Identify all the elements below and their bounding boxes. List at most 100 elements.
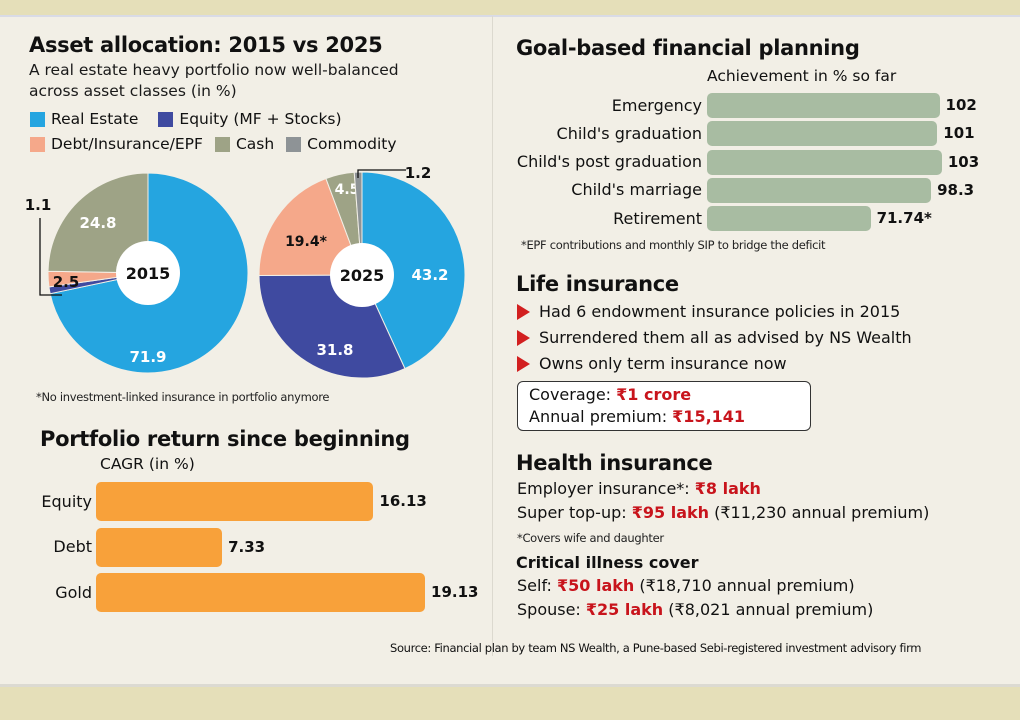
- pie-value-label: 4.5: [335, 182, 360, 198]
- pie-center-hole: [330, 243, 394, 307]
- topup-value: ₹95 lakh: [631, 503, 710, 522]
- bar-value-label: 103: [947, 152, 980, 171]
- legend-label: Cash: [235, 135, 275, 153]
- bullet-text: Had 6 endowment insurance policies in 20…: [539, 302, 901, 321]
- goal-axis-label: Achievement in % so far: [707, 67, 897, 85]
- legend-swatch-equity: [158, 111, 174, 127]
- asset-allocation-subtitle-2: across asset classes (in %): [29, 82, 237, 100]
- critical-illness-title: Critical illness cover: [516, 553, 699, 572]
- bar-child-s-graduation: [707, 121, 938, 147]
- pie-charts: 71.9 1.1 2.5 24.8 2015 43.2 31.8 19.4* 4.5 1.2 20…: [25, 164, 466, 379]
- pie-center-label: 2025: [340, 266, 385, 285]
- pie-value-label: 19.4*: [285, 234, 328, 250]
- bar-emergency: [707, 93, 940, 118]
- life-bullet-2: Surrendered them all as advised by NS We…: [517, 328, 912, 347]
- pie-value-label: 1.1: [25, 196, 52, 214]
- callout-line: [39, 218, 62, 296]
- callout-line: [357, 169, 406, 178]
- spouse-cover-line: Spouse: ₹25 lakh (₹8,021 annual premium): [517, 600, 873, 619]
- legend-label: Real Estate: [51, 110, 139, 128]
- pie-value-label: 43.2: [411, 266, 448, 284]
- bottom-border: [0, 684, 1020, 687]
- legend-item-debt: Debt/Insurance/EPF: [30, 135, 203, 153]
- bar-gold: [96, 573, 426, 612]
- coverage-value: ₹1 crore: [616, 385, 692, 404]
- legend-label: Commodity: [307, 135, 397, 153]
- coverage-line: Coverage: ₹1 crore: [529, 385, 691, 404]
- bar-category-label: Child's post graduation: [516, 152, 702, 172]
- bullet-text: Owns only term insurance now: [539, 354, 787, 373]
- topup-premium: (₹11,230 annual premium): [709, 503, 930, 522]
- legend-swatch-real-estate: [30, 111, 45, 127]
- asset-allocation-footnote: *No investment-linked insurance in portf…: [36, 390, 330, 404]
- bar-debt: [96, 527, 223, 567]
- bar-value-label: 98.3: [937, 180, 975, 199]
- goal-footnote: *EPF contributions and monthly SIP to br…: [521, 238, 826, 252]
- source-note: Source: Financial plan by team NS Wealth…: [390, 641, 922, 655]
- bar-category-label: Child's graduation: [556, 123, 702, 143]
- super-topup-line: Super top-up: ₹95 lakh (₹11,230 annual p…: [517, 503, 929, 522]
- legend-swatch-debt: [30, 136, 45, 152]
- pie-value-label: 1.2: [405, 164, 432, 182]
- bar-value-label: 101: [943, 124, 975, 143]
- pie-center-hole: [116, 241, 180, 305]
- spouse-premium: (₹8,021 annual premium): [663, 600, 874, 619]
- legend-label: Equity (MF + Stocks): [179, 110, 342, 128]
- health-footnote: *Covers wife and daughter: [517, 531, 664, 545]
- premium-line: Annual premium: ₹15,141: [529, 407, 745, 426]
- legend-item-real-estate: Real Estate: [30, 110, 138, 128]
- life-bullet-1: Had 6 endowment insurance policies in 20…: [517, 302, 900, 321]
- top-border: [0, 15, 1020, 17]
- bar-category-label: Emergency: [611, 95, 702, 115]
- portfolio-return-title: Portfolio return since beginning: [40, 427, 410, 451]
- legend-item-equity: Equity (MF + Stocks): [158, 110, 342, 128]
- employer-label: Employer insurance*:: [517, 479, 695, 498]
- asset-allocation-title: Asset allocation: 2015 vs 2025: [29, 33, 383, 57]
- bullet-text: Surrendered them all as advised by NS We…: [539, 328, 912, 347]
- bar-category-label: Retirement: [613, 208, 702, 228]
- self-premium: (₹18,710 annual premium): [634, 576, 855, 595]
- bullet-triangle-icon: [517, 303, 530, 320]
- bullet-triangle-icon: [517, 329, 530, 346]
- self-label: Self:: [517, 576, 557, 595]
- life-bullet-3: Owns only term insurance now: [517, 354, 787, 373]
- bar-category-label: Gold: [55, 582, 92, 602]
- spouse-value: ₹25 lakh: [585, 600, 664, 619]
- pie-slice-debt-insurance-epf: [258, 177, 363, 276]
- legend-row-2: Debt/Insurance/EPF Cash Commodity: [30, 135, 409, 153]
- bullet-triangle-icon: [517, 355, 530, 372]
- pie-2015: 71.9 1.1 2.5 24.8 2015: [25, 172, 249, 374]
- legend-swatch-commodity: [286, 136, 302, 152]
- pie-value-label: 2.5: [53, 273, 80, 291]
- legend-swatch-cash: [214, 136, 230, 152]
- pie-slice-cash: [47, 172, 149, 274]
- employer-insurance-line: Employer insurance*: ₹8 lakh: [517, 479, 761, 498]
- self-value: ₹50 lakh: [556, 576, 635, 595]
- premium-value: ₹15,141: [672, 407, 746, 426]
- cagr-axis-label: CAGR (in %): [100, 455, 195, 473]
- column-divider: [492, 16, 493, 656]
- bar-child-s-post-graduation: [707, 149, 942, 175]
- bar-value-label: 71.74*: [876, 209, 932, 228]
- asset-allocation-subtitle-1: A real estate heavy portfolio now well-b…: [29, 61, 399, 79]
- topup-label: Super top-up:: [517, 503, 632, 522]
- pie-value-label: 24.8: [79, 214, 116, 232]
- bar-category-label: Debt: [53, 537, 92, 556]
- bar-value-label: 102: [945, 96, 977, 114]
- pie-value-label: 71.9: [129, 348, 166, 366]
- legend-label: Debt/Insurance/EPF: [51, 135, 203, 153]
- bar-child-s-marriage: [707, 177, 932, 203]
- legend-item-cash: Cash: [214, 135, 275, 153]
- legend-row-1: Real Estate Equity (MF + Stocks): [30, 110, 354, 128]
- pie-slice-real-estate: [361, 171, 466, 370]
- pie-center-label: 2015: [126, 264, 171, 283]
- bar-equity: [96, 482, 374, 521]
- self-cover-line: Self: ₹50 lakh (₹18,710 annual premium): [517, 576, 855, 595]
- pie-value-label: 31.8: [316, 341, 353, 359]
- life-insurance-title: Life insurance: [516, 272, 679, 296]
- bar-value-label: 16.13: [379, 492, 427, 510]
- bar-value-label: 19.13: [431, 583, 479, 601]
- health-insurance-title: Health insurance: [516, 451, 713, 475]
- employer-value: ₹8 lakh: [694, 479, 761, 498]
- spouse-label: Spouse:: [517, 600, 586, 619]
